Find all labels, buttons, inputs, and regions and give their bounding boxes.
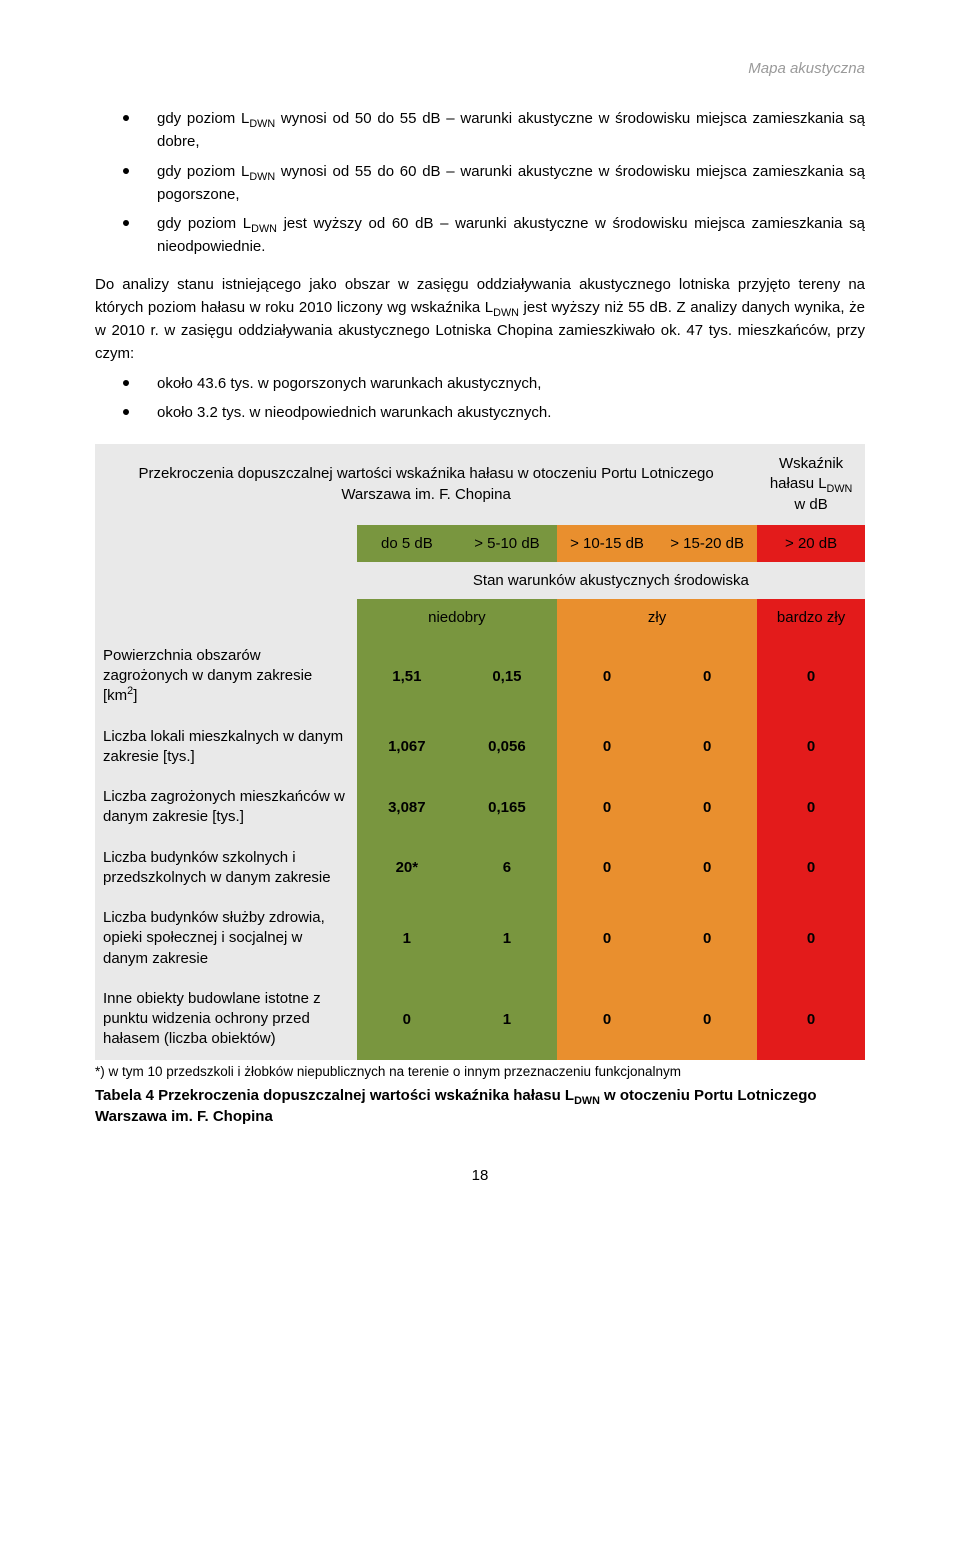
- table-cell: 0: [557, 636, 657, 717]
- table-footnote: *) w tym 10 przedszkoli i żłobków niepub…: [95, 1064, 865, 1079]
- table-cell: 0: [557, 838, 657, 899]
- range-header: > 20 dB: [757, 525, 865, 562]
- bullet-icon: [123, 380, 129, 386]
- table-cell: 0,056: [457, 717, 557, 778]
- table-caption: Tabela 4 Przekroczenia dopuszczalnej war…: [95, 1085, 865, 1127]
- quality-bardzo-zly: bardzo zły: [757, 599, 865, 636]
- bullet-text: gdy poziom LDWN wynosi od 55 do 60 dB – …: [157, 160, 865, 207]
- bullet-icon: [123, 115, 129, 121]
- bullet-text: gdy poziom LDWN jest wyższy od 60 dB – w…: [157, 212, 865, 259]
- page-number: 18: [95, 1167, 865, 1184]
- list-item: około 43.6 tys. w pogorszonych warunkach…: [95, 372, 865, 395]
- row-label: Liczba budynków służby zdrowia, opieki s…: [95, 898, 357, 979]
- bullet-list-2: około 43.6 tys. w pogorszonych warunkach…: [95, 372, 865, 425]
- table-cell: 0: [757, 777, 865, 838]
- list-item: gdy poziom LDWN wynosi od 55 do 60 dB – …: [95, 160, 865, 207]
- bullet-icon: [123, 168, 129, 174]
- row-label: Powierzchnia obszarów zagrożonych w dany…: [95, 636, 357, 717]
- exceedance-table: Przekroczenia dopuszczalnej wartości wsk…: [95, 444, 865, 1060]
- bullet-list-1: gdy poziom LDWN wynosi od 50 do 55 dB – …: [95, 107, 865, 259]
- table-cell: 0: [557, 777, 657, 838]
- row-label: Liczba lokali mieszkalnych w danym zakre…: [95, 717, 357, 778]
- table-cell: 0: [657, 979, 757, 1060]
- table-cell: 0,165: [457, 777, 557, 838]
- table-cell: 0: [757, 717, 865, 778]
- row-label: Liczba zagrożonych mieszkańców w danym z…: [95, 777, 357, 838]
- table-cell: 0: [757, 636, 865, 717]
- bullet-text: około 43.6 tys. w pogorszonych warunkach…: [157, 372, 865, 395]
- page-header: Mapa akustyczna: [95, 60, 865, 77]
- bullet-text: około 3.2 tys. w nieodpowiednich warunka…: [157, 401, 865, 424]
- paragraph: Do analizy stanu istniejącego jako obsza…: [95, 273, 865, 366]
- table-cell: 0: [557, 979, 657, 1060]
- indicator-header: Wskaźnik hałasu LDWN w dB: [757, 444, 865, 525]
- range-header: do 5 dB: [357, 525, 457, 562]
- caption-prefix: Tabela 4: [95, 1087, 158, 1104]
- table-cell: 20*: [357, 838, 457, 899]
- table-title: Przekroczenia dopuszczalnej wartości wsk…: [95, 444, 757, 525]
- list-item: około 3.2 tys. w nieodpowiednich warunka…: [95, 401, 865, 424]
- table-cell: 0,15: [457, 636, 557, 717]
- table-cell: 1,067: [357, 717, 457, 778]
- range-header: > 5-10 dB: [457, 525, 557, 562]
- bullet-text: gdy poziom LDWN wynosi od 50 do 55 dB – …: [157, 107, 865, 154]
- table-cell: 0: [357, 979, 457, 1060]
- condition-header: Stan warunków akustycznych środowiska: [357, 562, 865, 599]
- table-cell: 0: [757, 898, 865, 979]
- caption-text: Przekroczenia dopuszczalnej wartości wsk…: [95, 1087, 817, 1125]
- list-item: gdy poziom LDWN jest wyższy od 60 dB – w…: [95, 212, 865, 259]
- row-label: Liczba budynków szkolnych i przedszkolny…: [95, 838, 357, 899]
- row-label: Inne obiekty budowlane istotne z punktu …: [95, 979, 357, 1060]
- table-cell: 0: [757, 838, 865, 899]
- quality-niedobry: niedobry: [357, 599, 557, 636]
- table-cell: 1: [357, 898, 457, 979]
- bullet-icon: [123, 220, 129, 226]
- table-cell: 0: [657, 777, 757, 838]
- bullet-icon: [123, 409, 129, 415]
- table-cell: 0: [557, 717, 657, 778]
- table-cell: 1: [457, 979, 557, 1060]
- table-cell: 1: [457, 898, 557, 979]
- table-cell: 3,087: [357, 777, 457, 838]
- table-cell: 0: [757, 979, 865, 1060]
- quality-zly: zły: [557, 599, 757, 636]
- table-cell: 0: [657, 636, 757, 717]
- table-cell: 0: [657, 717, 757, 778]
- table-cell: 0: [657, 838, 757, 899]
- range-header: > 15-20 dB: [657, 525, 757, 562]
- range-header: > 10-15 dB: [557, 525, 657, 562]
- table-cell: 1,51: [357, 636, 457, 717]
- list-item: gdy poziom LDWN wynosi od 50 do 55 dB – …: [95, 107, 865, 154]
- table-cell: 0: [657, 898, 757, 979]
- table-cell: 6: [457, 838, 557, 899]
- table-cell: 0: [557, 898, 657, 979]
